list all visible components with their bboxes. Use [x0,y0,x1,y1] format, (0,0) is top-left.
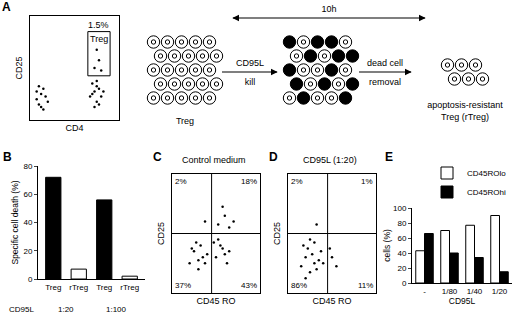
svg-text:cells (%): cells (%) [382,229,392,262]
svg-text:0: 0 [402,279,407,288]
svg-text:apoptosis-resistant: apoptosis-resistant [427,100,503,110]
svg-text:37%: 37% [175,281,191,290]
svg-text:1%: 1% [361,177,373,186]
html-text:E: E [385,150,393,164]
svg-text:1:100: 1:100 [106,305,127,314]
svg-text:40: 40 [23,218,32,227]
svg-text:20: 20 [397,264,406,273]
svg-text:43%: 43% [241,281,257,290]
svg-text:-: - [423,287,426,296]
svg-text:Treg: Treg [176,116,194,126]
svg-text:kill: kill [245,77,256,87]
svg-text:1/80: 1/80 [442,287,458,296]
svg-text:CD95L: CD95L [449,296,476,306]
svg-text:1/40: 1/40 [467,287,483,296]
svg-text:Treg (rTreg): Treg (rTreg) [441,112,489,122]
svg-text:CD95L (1:20): CD95L (1:20) [303,155,357,165]
svg-text:1:20: 1:20 [58,305,74,314]
svg-text:0: 0 [28,275,33,284]
html-text:D: D [269,150,278,164]
svg-text:Control medium: Control medium [182,155,246,165]
html-text:A: A [2,0,11,14]
svg-text:CD45 RO: CD45 RO [196,296,235,306]
svg-text:CD25: CD25 [272,222,282,245]
svg-text:40: 40 [397,249,406,258]
svg-text:CD95L: CD95L [9,305,34,314]
svg-text:80: 80 [397,219,406,228]
svg-text:60: 60 [397,234,406,243]
svg-text:1.5%: 1.5% [88,20,109,30]
svg-text:rTreg: rTreg [69,283,88,292]
svg-text:Treg: Treg [96,283,112,292]
svg-text:rTreg: rTreg [120,283,139,292]
svg-text:2%: 2% [291,177,303,186]
svg-text:20: 20 [23,247,32,256]
svg-text:removal: removal [369,77,401,87]
svg-text:Treg: Treg [45,283,61,292]
svg-text:dead cell: dead cell [367,58,403,68]
svg-text:Specific cell death (%): Specific cell death (%) [10,180,20,264]
html-text:B: B [3,150,12,164]
svg-text:CD25: CD25 [156,222,166,245]
svg-text:Treg: Treg [90,34,108,44]
svg-text:86%: 86% [291,281,307,290]
svg-text:60: 60 [23,190,32,199]
svg-text:CD45ROlo: CD45ROlo [467,169,506,178]
svg-text:11%: 11% [358,281,373,290]
svg-text:CD45ROhi: CD45ROhi [467,188,506,197]
svg-text:18%: 18% [241,177,257,186]
svg-text:CD25: CD25 [14,56,24,79]
svg-text:CD95L: CD95L [236,58,264,68]
svg-text:80: 80 [23,162,32,171]
svg-text:100: 100 [393,204,407,213]
svg-text:CD4: CD4 [65,123,83,133]
html-text:C: C [153,150,162,164]
svg-text:10h: 10h [321,4,336,14]
svg-text:1/20: 1/20 [492,287,508,296]
svg-text:2%: 2% [175,177,187,186]
svg-text:CD45 RO: CD45 RO [312,296,351,306]
